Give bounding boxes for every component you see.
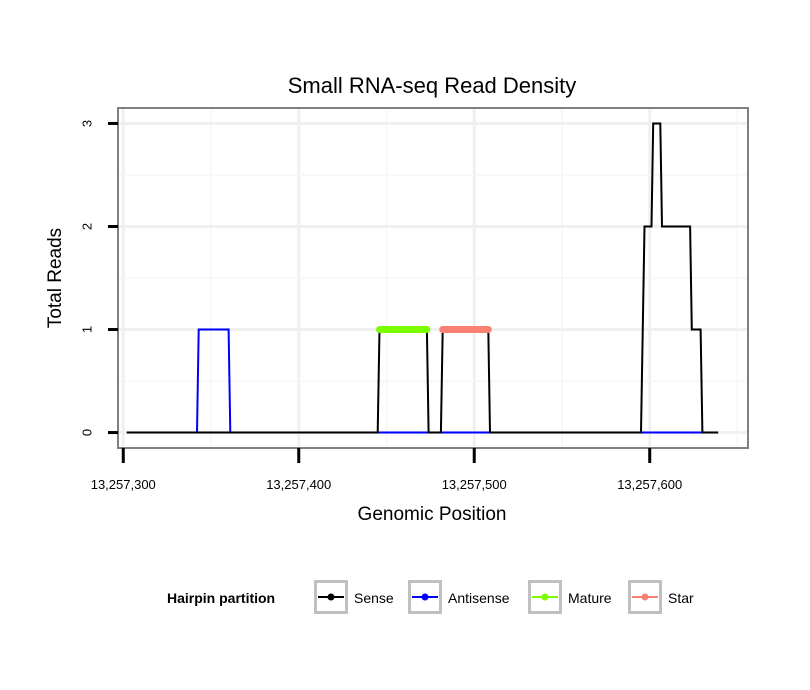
legend-label: Sense [354, 590, 394, 606]
series-sense-line [126, 122, 719, 434]
x-tick-label: 13,257,300 [91, 477, 156, 492]
legend-entry-sense: Sense [314, 580, 394, 614]
x-axis-title: Genomic Position [358, 504, 507, 525]
legend-entry-antisense: Antisense [408, 580, 510, 614]
plot-border [117, 107, 749, 449]
x-tick-label: 13,257,600 [617, 477, 682, 492]
x-axis: 13,257,300 13,257,400 13,257,500 13,257,600 [91, 448, 682, 492]
series-layer [126, 122, 719, 434]
legend-entry-star: Star [628, 580, 694, 614]
legend-key-point [541, 593, 549, 601]
y-axis: 0 1 2 3 [80, 120, 118, 436]
chart-title: Small RNA-seq Read Density [288, 73, 577, 98]
legend-key-point [641, 593, 649, 601]
legend-label: Mature [568, 590, 612, 606]
y-tick-label: 2 [80, 223, 95, 230]
y-axis-title: Total Reads [45, 228, 66, 328]
legend-label: Star [668, 590, 694, 606]
y-tick-label: 0 [80, 429, 95, 436]
legend-title: Hairpin partition [167, 590, 275, 606]
x-tick-label: 13,257,500 [442, 477, 507, 492]
legend-key-point [421, 593, 429, 601]
legend: Hairpin partition Sense Antisense Mature St… [167, 580, 694, 614]
x-tick-label: 13,257,400 [266, 477, 331, 492]
y-tick-label: 3 [80, 120, 95, 127]
legend-entry-mature: Mature [528, 580, 612, 614]
y-tick-label: 1 [80, 326, 95, 333]
legend-label: Antisense [448, 590, 510, 606]
legend-key-point [327, 593, 335, 601]
